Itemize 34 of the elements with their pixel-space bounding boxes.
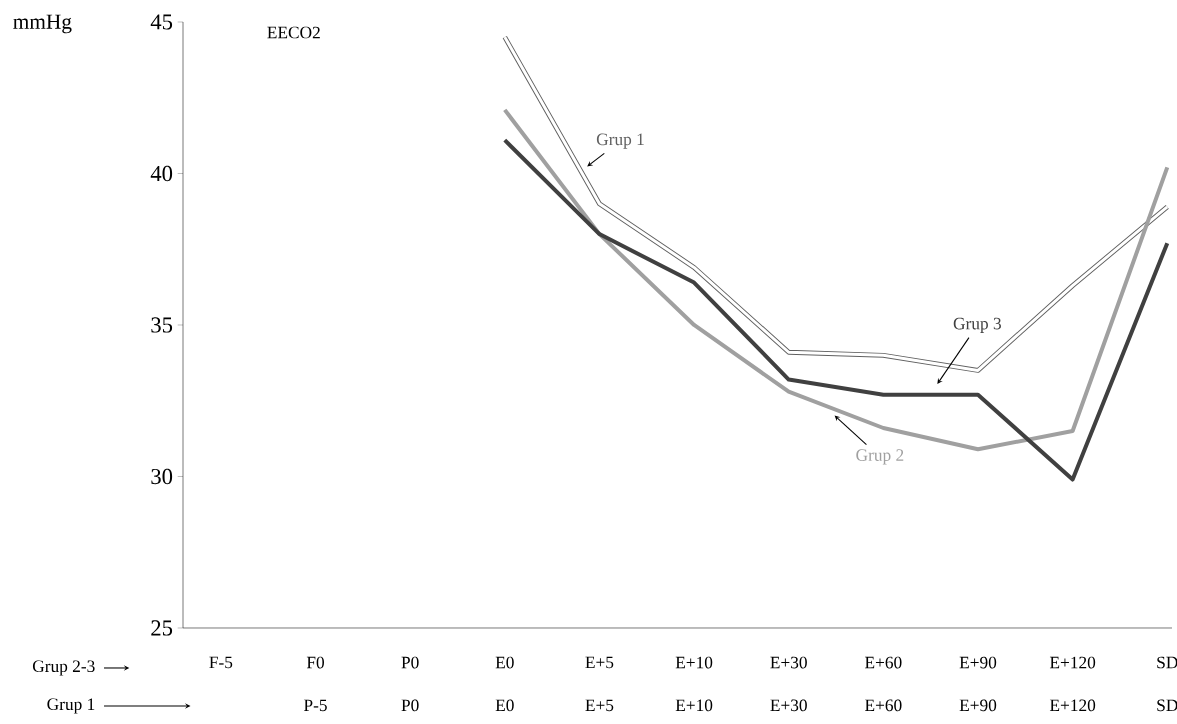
text: Grup 1: [47, 698, 95, 714]
x-tick-label: P0: [401, 656, 419, 669]
y-tick-label: 30: [151, 468, 173, 485]
series-label: Grup 1: [596, 133, 644, 149]
text: E+60: [865, 699, 902, 712]
text: P0: [401, 699, 419, 712]
text: E+10: [675, 699, 713, 712]
text: P-5: [303, 699, 327, 712]
x-tick-label: F0: [306, 656, 324, 669]
text: E+5: [585, 699, 614, 712]
y-tick-label: 35: [151, 317, 173, 333]
x-tick-label: E+30: [770, 656, 807, 669]
x-tick-label: E+10: [675, 656, 713, 669]
line-series: [502, 34, 1170, 373]
series-label: Grup 2: [856, 449, 904, 465]
chart-title: EECO2: [267, 26, 320, 39]
x-tick-label: E+120: [1049, 656, 1096, 669]
text: Grup 3: [953, 317, 1001, 333]
x-tick-label: SD: [1157, 656, 1177, 669]
text: E+90: [959, 699, 997, 712]
x-tick-label: E+60: [865, 656, 902, 669]
text: E+30: [770, 699, 807, 712]
text: E+120: [1049, 699, 1096, 712]
text: E0: [495, 699, 514, 712]
text: Grup 2-3: [32, 660, 95, 676]
x-tick-label: F-5: [209, 656, 233, 669]
y-axis-title: mmHg: [13, 14, 72, 34]
text: SD: [1157, 699, 1177, 712]
y-tick-label: 45: [150, 14, 173, 30]
x-tick-label: E0: [495, 656, 514, 669]
y-tick-label: 25: [151, 620, 173, 636]
y-tick-label: 40: [150, 165, 173, 182]
x-tick-label: E+5: [585, 656, 614, 669]
x-tick-label: E+90: [959, 656, 997, 669]
